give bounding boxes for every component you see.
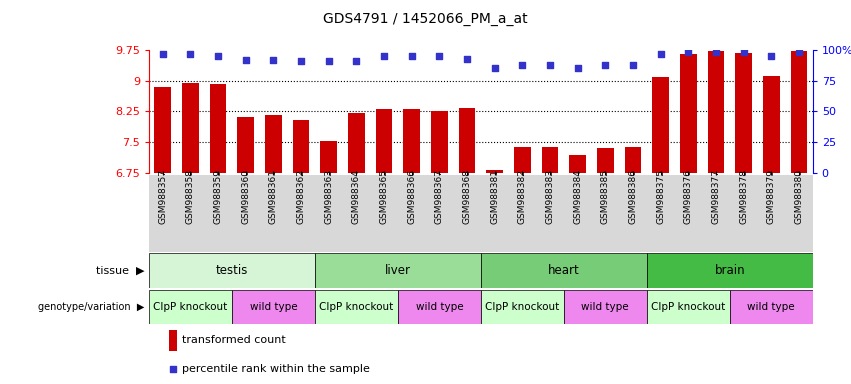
Bar <box>315 253 481 288</box>
Bar <box>209 84 226 173</box>
Bar <box>597 148 614 173</box>
Text: ClpP knockout: ClpP knockout <box>153 302 227 312</box>
Point <box>294 58 308 64</box>
Bar <box>514 147 531 173</box>
Text: tissue  ▶: tissue ▶ <box>96 266 145 276</box>
Point <box>654 51 667 57</box>
Bar <box>398 290 481 324</box>
Text: heart: heart <box>548 264 580 277</box>
Bar <box>293 119 309 173</box>
Point <box>211 53 225 59</box>
Point <box>156 51 169 57</box>
Point <box>764 53 778 59</box>
Bar <box>376 109 392 173</box>
Point <box>543 61 557 68</box>
Bar <box>315 290 398 324</box>
Text: liver: liver <box>385 264 411 277</box>
Text: wild type: wild type <box>415 302 463 312</box>
Bar <box>762 76 780 173</box>
Point <box>460 55 474 61</box>
Point <box>598 61 612 68</box>
Point <box>516 61 529 68</box>
Bar <box>320 141 337 173</box>
Point <box>184 51 197 57</box>
Bar <box>481 290 563 324</box>
Bar <box>431 111 448 173</box>
Point <box>571 65 585 71</box>
Bar <box>730 290 813 324</box>
Text: wild type: wild type <box>249 302 297 312</box>
Bar <box>791 51 807 173</box>
Bar <box>154 87 171 173</box>
Bar <box>625 147 642 173</box>
Point <box>682 49 695 55</box>
Point <box>626 61 640 68</box>
Text: testis: testis <box>215 264 248 277</box>
Bar <box>168 330 178 351</box>
Point <box>166 366 180 372</box>
Bar <box>403 109 420 173</box>
Bar <box>652 76 669 173</box>
Text: genotype/variation  ▶: genotype/variation ▶ <box>38 302 145 312</box>
Bar <box>149 290 231 324</box>
Bar <box>481 253 647 288</box>
Bar <box>237 117 254 173</box>
Point <box>432 53 446 59</box>
Point <box>266 57 280 63</box>
Text: wild type: wild type <box>747 302 795 312</box>
Text: percentile rank within the sample: percentile rank within the sample <box>182 364 370 374</box>
Point <box>239 57 253 63</box>
Bar <box>182 83 198 173</box>
Bar <box>459 109 475 173</box>
Bar <box>569 155 585 173</box>
Text: ClpP knockout: ClpP knockout <box>651 302 725 312</box>
Bar <box>647 253 813 288</box>
Bar <box>563 290 647 324</box>
Bar <box>541 147 558 173</box>
Point <box>709 49 722 55</box>
Text: transformed count: transformed count <box>182 335 286 345</box>
Text: wild type: wild type <box>581 302 629 312</box>
Point <box>792 49 806 55</box>
Bar <box>735 53 751 173</box>
Bar <box>231 290 315 324</box>
Point <box>488 65 501 71</box>
Bar <box>266 116 282 173</box>
Bar <box>647 290 729 324</box>
Bar <box>486 169 503 173</box>
Point <box>737 49 751 55</box>
Point <box>322 58 335 64</box>
Bar <box>707 51 724 173</box>
Point <box>405 53 419 59</box>
Text: ClpP knockout: ClpP knockout <box>485 302 559 312</box>
Bar <box>149 253 315 288</box>
Point <box>377 53 391 59</box>
Text: GDS4791 / 1452066_PM_a_at: GDS4791 / 1452066_PM_a_at <box>323 12 528 26</box>
Point <box>350 58 363 64</box>
Text: ClpP knockout: ClpP knockout <box>319 302 393 312</box>
Bar <box>680 54 696 173</box>
Bar <box>348 113 364 173</box>
Text: brain: brain <box>715 264 745 277</box>
